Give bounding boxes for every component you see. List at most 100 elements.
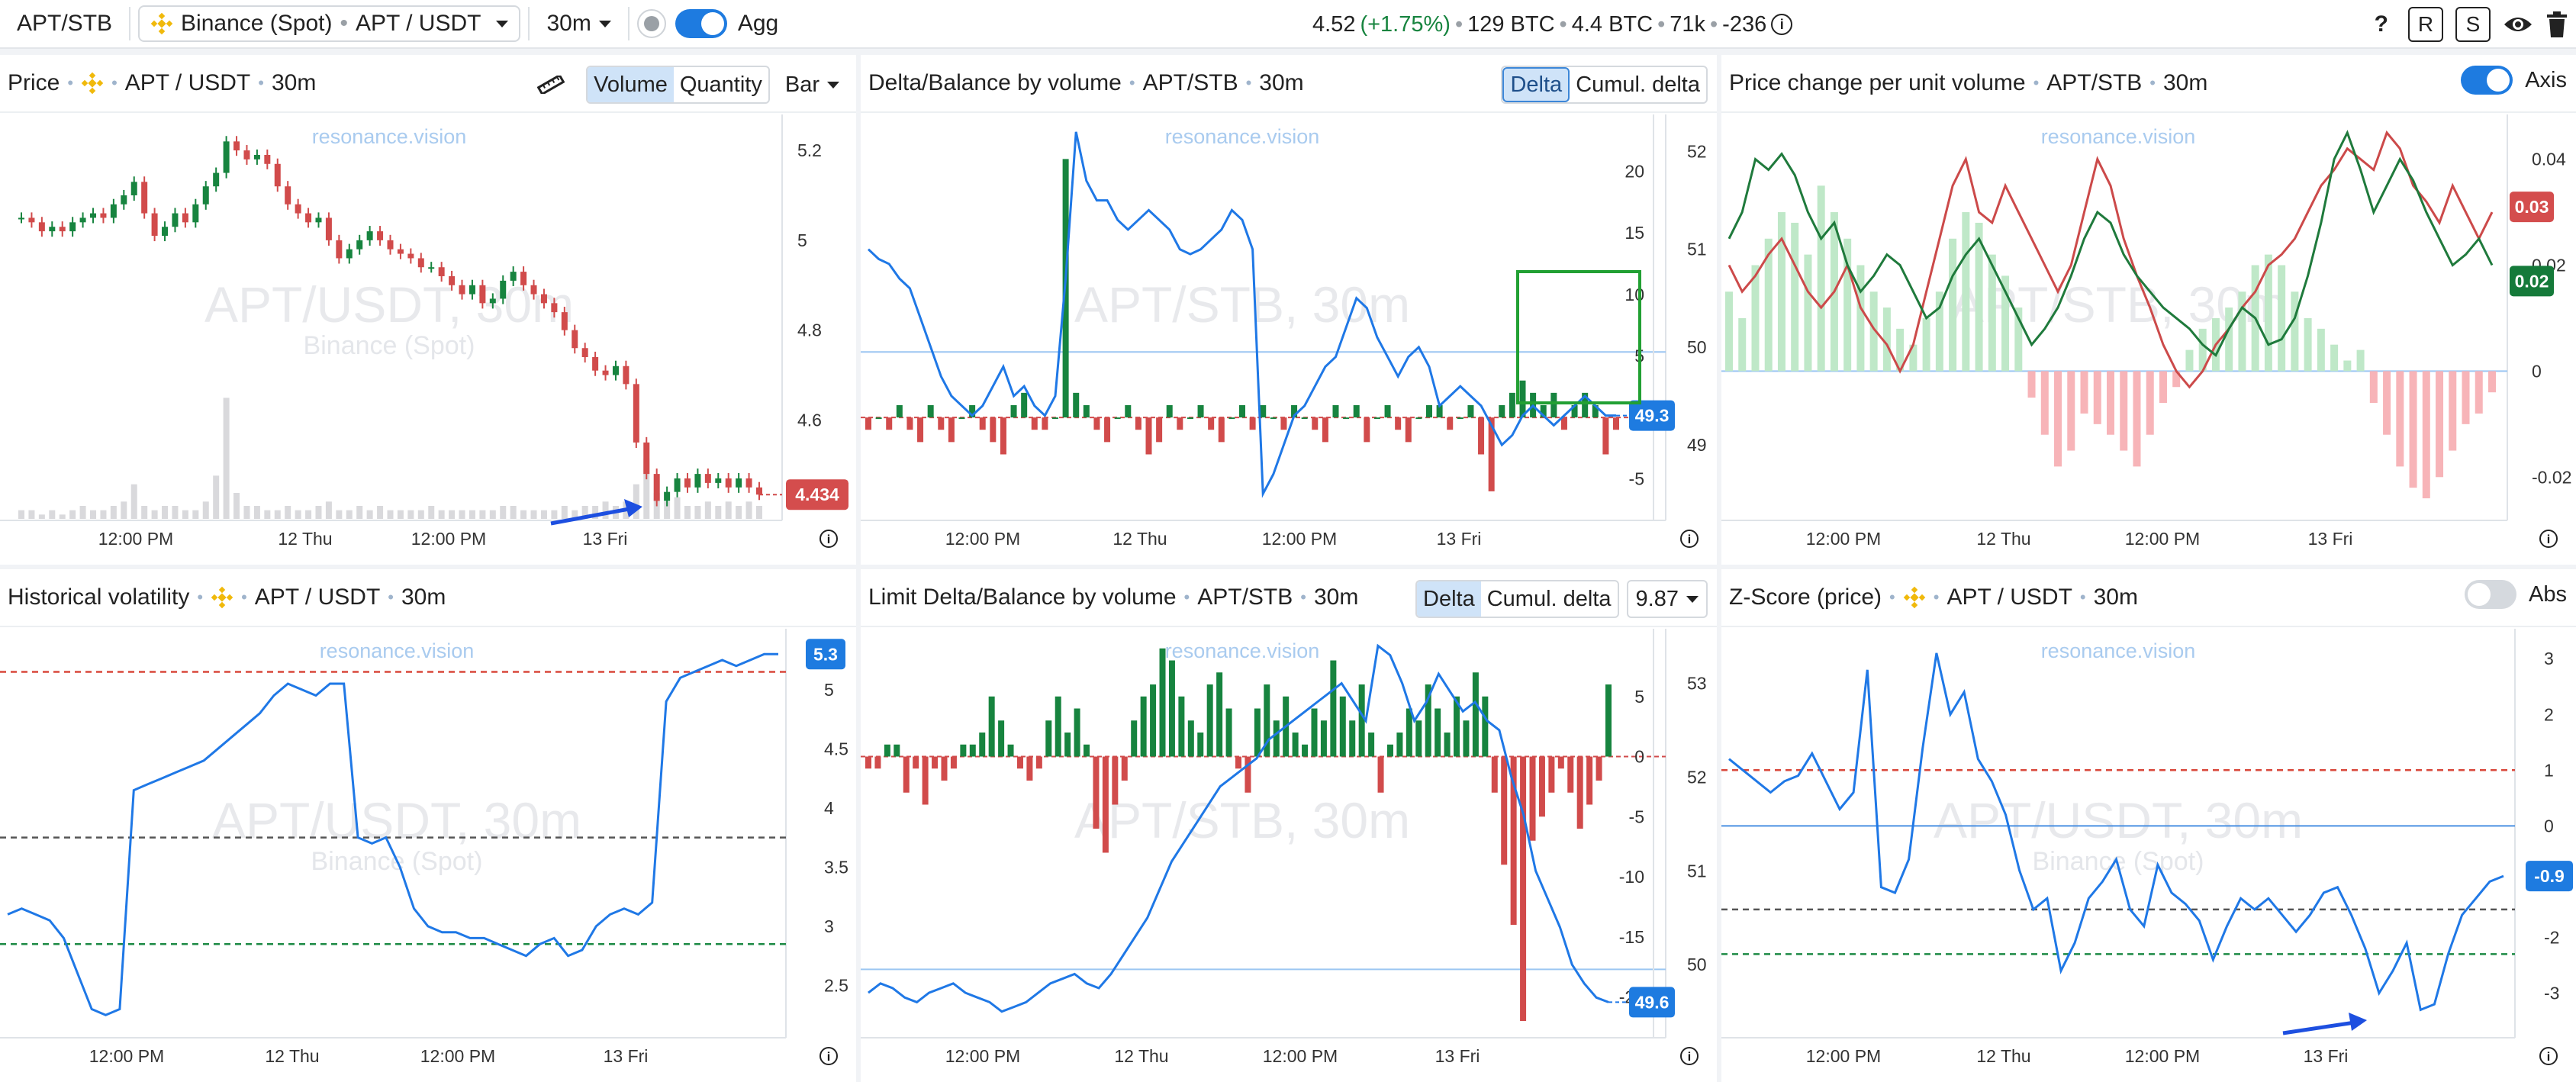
pcpuv-bar — [2198, 328, 2207, 372]
delta-option[interactable]: Delta — [1417, 581, 1481, 617]
agg-toggle[interactable] — [675, 9, 727, 38]
x-tick-label: 12:00 PM — [945, 1046, 1020, 1066]
symbol-label[interactable]: APT/STB — [17, 11, 113, 36]
separator-dot: • — [2079, 588, 2086, 607]
delta-bar — [1447, 417, 1454, 430]
limit-delta-chart-svg[interactable]: resonance.vision APT/STB, 30m 12:00 PM 12 T… — [861, 629, 1717, 1082]
panel-pair: APT / USDT — [254, 584, 381, 610]
abs-toggle[interactable] — [2465, 580, 2517, 609]
panel-pair: APT/STB — [1142, 70, 1238, 95]
pcpuv-bar — [2291, 291, 2299, 372]
trash-icon[interactable] — [2545, 11, 2568, 37]
y-tick-label: 3.5 — [824, 857, 848, 877]
help-button[interactable]: ? — [2374, 11, 2388, 37]
limit-delta-bar — [1529, 756, 1536, 841]
s-button[interactable]: S — [2455, 7, 2491, 42]
volume-bar — [172, 506, 179, 519]
limit-delta-bar — [1159, 648, 1166, 757]
zscore-chart[interactable]: resonance.vision APT/USDT, 30m Binance (Sp… — [1721, 629, 2576, 1082]
volume-bar — [489, 510, 496, 519]
panel-title: Price change per unit volume — [1729, 70, 2026, 95]
green-value-tag-bg — [2510, 266, 2554, 297]
candle-body — [202, 186, 209, 204]
limit-delta-bar — [1292, 733, 1299, 757]
record-toggle[interactable] — [636, 9, 666, 38]
volume-bar — [684, 506, 691, 519]
delta-bar — [1457, 417, 1463, 420]
axis-toggle[interactable] — [2461, 66, 2513, 95]
limit-delta-bar — [913, 756, 919, 769]
price-chart[interactable]: resonance.vision APT/USDT, 30m Binance (Sp… — [0, 114, 856, 565]
delta-bar — [1478, 417, 1485, 455]
agg-label: Agg — [737, 11, 779, 36]
r-button[interactable]: R — [2408, 7, 2443, 42]
ruler-icon[interactable] — [537, 76, 565, 94]
panel-title: Z-Score (price) — [1729, 584, 1882, 610]
panel-interval: 30m — [2093, 584, 2138, 610]
y-tick-label: 0 — [2532, 361, 2542, 381]
candle-body — [623, 365, 630, 385]
delta-option[interactable]: Delta — [1502, 67, 1570, 102]
watermark-url: resonance.vision — [1165, 639, 1320, 662]
eye-icon[interactable] — [2503, 13, 2533, 36]
info-icon[interactable]: i — [1771, 14, 1793, 35]
limit-delta-chart[interactable]: resonance.vision APT/STB, 30m 12:00 PM 12 T… — [861, 629, 1717, 1082]
separator-dot: • — [2033, 73, 2040, 92]
zscore-line — [1728, 652, 2504, 1012]
volume-bar — [643, 458, 650, 519]
cumul-delta-option[interactable]: Cumul. delta — [1576, 72, 1700, 97]
exchange-label: Binance (Spot) — [181, 11, 333, 36]
volume-bar — [602, 501, 609, 519]
delta-bar — [1322, 417, 1328, 443]
volatility-chart[interactable]: resonance.vision APT/USDT, 30m Binance (Sp… — [0, 629, 856, 1082]
exchange-pair-selector[interactable]: Binance (Spot) • APT / USDT — [138, 5, 521, 42]
candle-body — [285, 186, 291, 204]
candle-body — [592, 357, 599, 371]
pcpuv-bar — [2067, 371, 2075, 451]
candle-body — [28, 217, 35, 223]
delta-chart-svg[interactable]: resonance.vision APT/STB, 30m 12:00 PM 12 T… — [861, 114, 1717, 565]
quantity-option[interactable]: Quantity — [679, 72, 762, 97]
volume-bar — [121, 501, 127, 519]
limit-delta-bar — [1520, 756, 1527, 1021]
watermark-symbol: APT/USDT, 30m — [212, 792, 581, 849]
candle-body — [305, 213, 312, 223]
volume-option[interactable]: Volume — [588, 67, 674, 102]
candle-body — [377, 231, 384, 240]
limit-delta-panel: Limit Delta/Balance by volume • APT/STB … — [861, 569, 1717, 1082]
pcpuv-bar — [2133, 371, 2141, 467]
interval-selector[interactable]: 30m — [537, 5, 620, 42]
pcpuv-bar — [1843, 238, 1852, 372]
x-tick-label: 12 Thu — [1976, 1046, 2030, 1066]
delta-chart[interactable]: resonance.vision APT/STB, 30m 12:00 PM 12 T… — [861, 114, 1717, 565]
ticker-stats: 4.52 (+1.75%) • 129 BTC • 4.4 BTC • 71k … — [1312, 0, 1793, 49]
candle-body — [428, 267, 435, 269]
y-tick-label-inner: -5 — [1629, 469, 1644, 489]
price-panel: Price • • APT / USDT • 30m Volume Quanti… — [0, 55, 856, 565]
cumul-delta-option[interactable]: Cumul. delta — [1486, 586, 1612, 611]
candle-body — [459, 285, 465, 295]
price-change-chart[interactable]: resonance.vision APT/STB, 30m 12:00 PM 12 T… — [1721, 114, 2576, 565]
volume-bar — [745, 501, 752, 519]
limit-delta-bar — [998, 720, 1005, 757]
delta-bar — [1499, 404, 1505, 418]
threshold-select[interactable]: 9.87 — [1626, 580, 1708, 618]
x-tick-label: 12 Thu — [1976, 529, 2030, 549]
candle-body — [233, 141, 240, 151]
chart-type-select[interactable]: Bar — [778, 66, 847, 104]
candle-body — [756, 487, 762, 495]
volume-bar — [633, 484, 639, 519]
chevron-down-icon — [496, 20, 509, 27]
candle-body — [438, 267, 445, 276]
candle-body — [417, 258, 424, 268]
pcpuv-bar — [2146, 371, 2154, 435]
top-toolbar: APT/STB Binance (Spot) • APT / USDT 30m … — [0, 0, 2576, 49]
watermark-url: resonance.vision — [2041, 639, 2196, 662]
limit-delta-bar — [1435, 708, 1441, 757]
volume-bar — [500, 506, 507, 519]
delta-value: -236 — [1722, 11, 1767, 37]
